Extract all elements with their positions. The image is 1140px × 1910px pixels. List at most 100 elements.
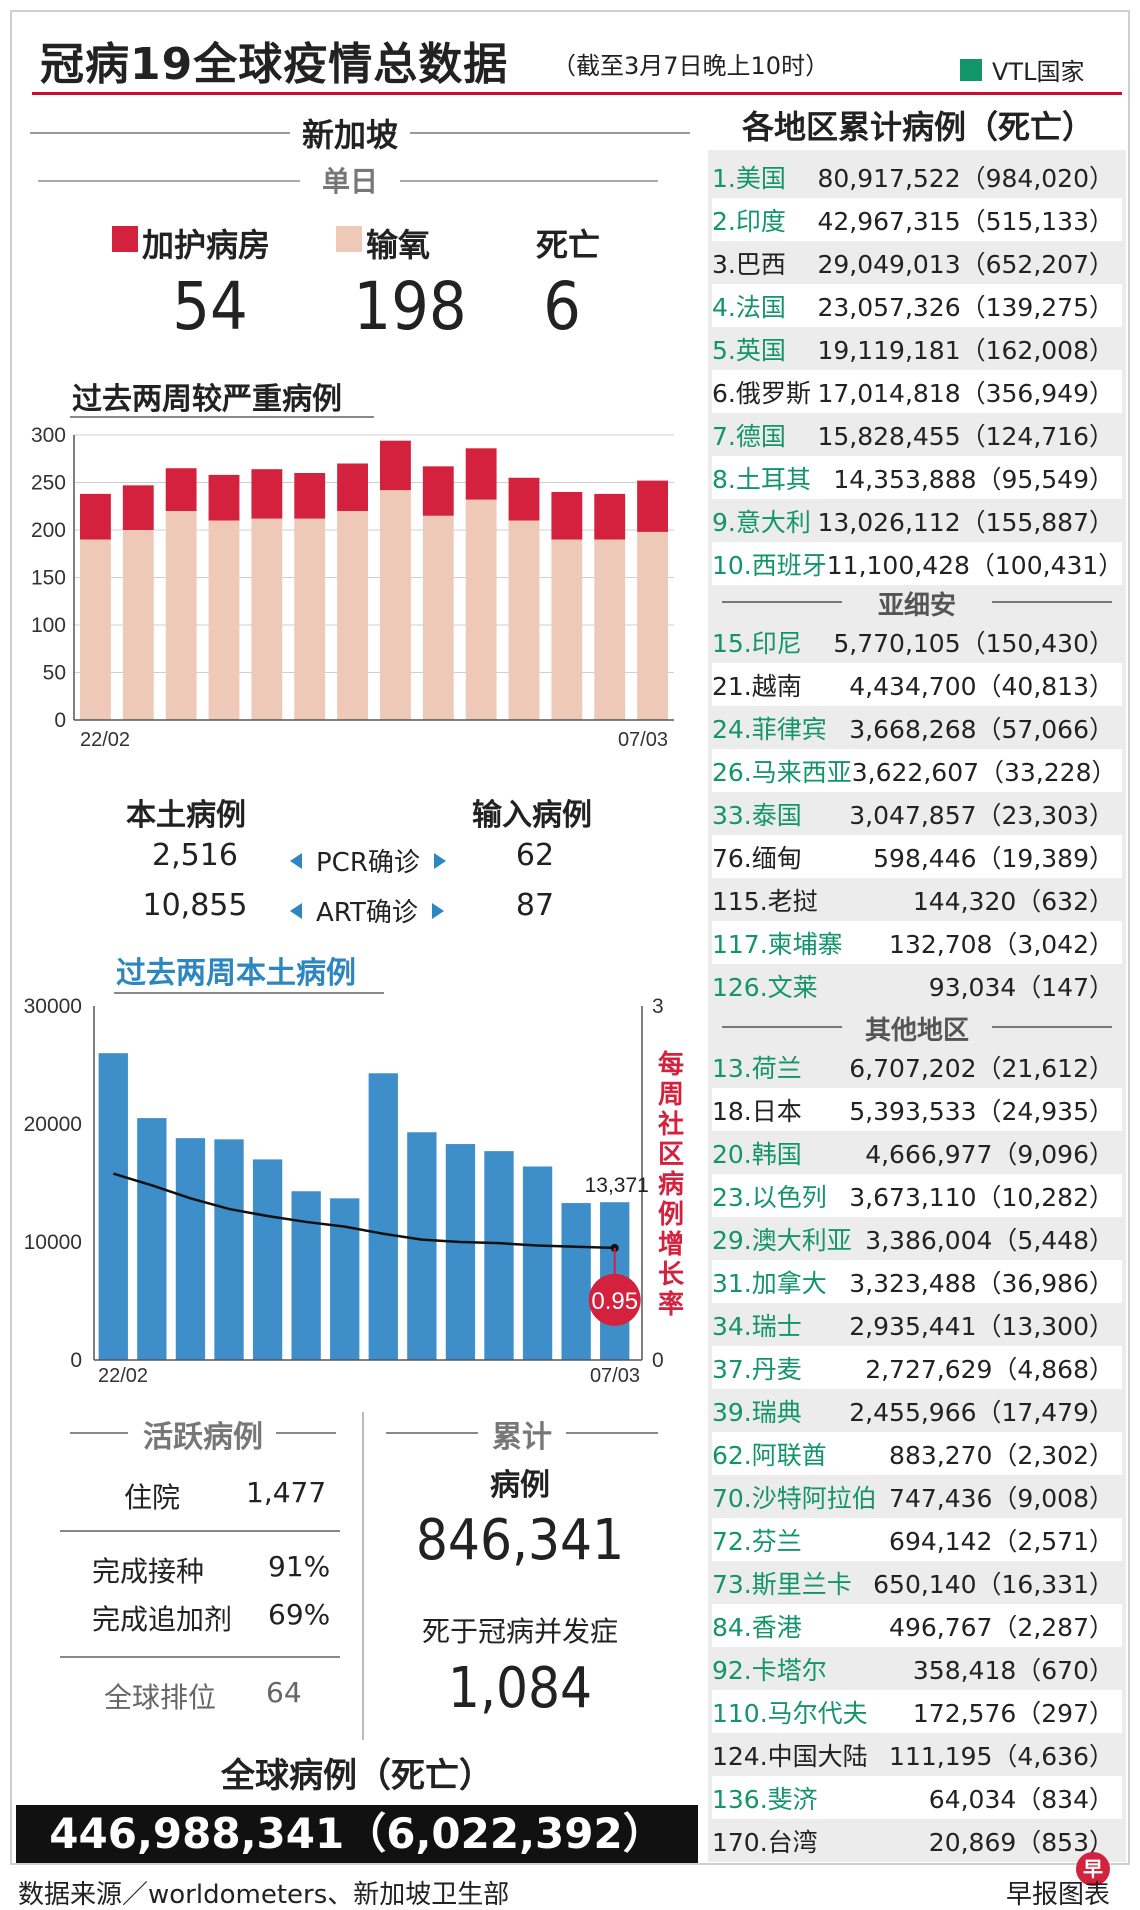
divider	[566, 1432, 658, 1434]
region-name: 20.韩国	[712, 1139, 802, 1169]
chart1-bar-oxygen	[337, 511, 368, 720]
region-row: 70.沙特阿拉伯 747,436（9,008）	[712, 1475, 1122, 1518]
region-name: 3.巴西	[712, 249, 786, 279]
region-name: 84.香港	[712, 1612, 802, 1642]
region-row: 115.老挝 144,320（632）	[712, 878, 1122, 921]
region-value: 3,323,488（36,986）	[849, 1268, 1114, 1298]
region-row: 8.土耳其 14,353,888（95,549）	[712, 456, 1122, 499]
region-name: 110.马尔代夫	[712, 1698, 868, 1728]
chart1-bar-icu	[508, 477, 540, 521]
region-row: 72.芬兰 694,142（2,571）	[712, 1518, 1122, 1561]
chart1-xtick: 07/03	[618, 729, 668, 751]
region-row: 18.日本 5,393,533（24,935）	[712, 1088, 1122, 1131]
region-value: 14,353,888（95,549）	[833, 464, 1114, 494]
region-name: 4.法国	[712, 292, 786, 322]
chart2-bar	[137, 1118, 167, 1360]
region-row: 92.卡塔尔 358,418（670）	[712, 1647, 1122, 1690]
chart1-title-underline	[70, 416, 374, 418]
chart2-last-value-label: 13,371	[585, 1174, 649, 1197]
art-row: ART确诊	[290, 892, 444, 929]
chart1-bar-oxygen	[80, 539, 111, 720]
local-label: 本土病例	[126, 798, 246, 833]
chart2-bar	[98, 1053, 128, 1360]
chart2-bar	[291, 1191, 321, 1360]
vtl-legend-swatch	[960, 58, 982, 81]
region-name: 115.老挝	[712, 886, 818, 916]
vtl-legend-label: VTL国家	[992, 58, 1085, 86]
region-row: 136.斐济 64,034（834）	[712, 1776, 1122, 1819]
region-row: 2.印度 42,967,315（515,133）	[712, 198, 1122, 241]
left-arrow-icon	[290, 902, 302, 919]
pcr-local-value: 2,516	[152, 838, 238, 873]
art-local-value: 10,855	[142, 888, 248, 923]
chart1-bar-oxygen	[551, 539, 583, 720]
region-value: 747,436（9,008）	[889, 1483, 1114, 1513]
chart1-bar-icu	[551, 492, 583, 540]
region-row: 73.斯里兰卡 650,140（16,331）	[712, 1561, 1122, 1604]
region-name: 24.菲律宾	[712, 714, 827, 744]
region-row: 126.文莱 93,034（147）	[712, 964, 1122, 1007]
chart2-rate-badge-label: 0.95	[591, 1288, 638, 1315]
chart2-bar	[330, 1198, 360, 1360]
region-row: 110.马尔代夫 172,576（297）	[712, 1690, 1122, 1733]
global-rank-value: 64	[266, 1676, 302, 1709]
region-name: 117.柬埔寨	[712, 929, 843, 959]
chart1-bar-oxygen	[208, 520, 240, 720]
divider	[60, 1656, 340, 1658]
region-name: 2.印度	[712, 206, 786, 236]
icu-value: 54	[172, 268, 248, 345]
region-value: 20,869（853）	[928, 1827, 1114, 1857]
art-import-value: 87	[515, 888, 555, 923]
chart1-bar-icu	[422, 466, 454, 516]
page-subtitle: （截至3月7日晚上10时）	[552, 52, 830, 80]
chart1-ytick: 0	[54, 709, 66, 732]
region-name: 9.意大利	[712, 507, 811, 537]
chart2-bar	[368, 1073, 398, 1360]
region-row: 33.泰国 3,047,857（23,303）	[712, 792, 1122, 835]
region-row: 31.加拿大 3,323,488（36,986）	[712, 1260, 1122, 1303]
region-value: 2,455,966（17,479）	[849, 1397, 1114, 1427]
chart1-bar-icu	[380, 440, 411, 491]
cumulative-cases-value: 846,341	[415, 1508, 625, 1573]
data-source: 数据来源／worldometers、新加坡卫生部	[18, 1880, 510, 1910]
region-name: 34.瑞士	[712, 1311, 802, 1341]
global-rank-label: 全球排位	[104, 1681, 217, 1714]
region-value: 6,707,202（21,612）	[849, 1053, 1114, 1083]
chart1-ytick: 150	[31, 567, 66, 590]
chart1-bar-icu	[294, 473, 326, 519]
region-row: 20.韩国 4,666,977（9,096）	[712, 1131, 1122, 1174]
page-title: 冠病19全球疫情总数据	[40, 39, 509, 90]
chart2-bar	[561, 1203, 591, 1360]
art-label: ART确诊	[316, 898, 418, 928]
chart1-bar-icu	[337, 463, 368, 511]
oxygen-swatch	[336, 226, 362, 252]
chart2-rate-badge	[588, 1273, 641, 1326]
region-value: 144,320（632）	[912, 886, 1114, 916]
region-value: 4,666,977（9,096）	[865, 1139, 1114, 1169]
active-title: 活跃病例	[143, 1420, 263, 1455]
chart1-bar-oxygen	[165, 511, 197, 720]
region-name: 29.澳大利亚	[712, 1225, 852, 1255]
region-row: 26.马来西亚 3,622,607（33,228）	[712, 749, 1122, 792]
chart1-bar-oxygen	[251, 518, 283, 720]
credit: 早报图表	[1006, 1880, 1111, 1910]
chart1-bar-icu	[208, 474, 240, 521]
region-value: 650,140（16,331）	[873, 1569, 1114, 1599]
region-value: 3,673,110（10,282）	[849, 1182, 1114, 1212]
chart2-ytick: 20000	[24, 1113, 82, 1136]
region-row: 84.香港 496,767（2,287）	[712, 1604, 1122, 1647]
region-value: 111,195（4,636）	[889, 1741, 1114, 1771]
region-row: 124.中国大陆 111,195（4,636）	[712, 1733, 1122, 1776]
zaobao-logo: 早	[1076, 1852, 1110, 1886]
divider	[276, 1432, 336, 1434]
chart1-ytick: 100	[31, 614, 66, 637]
vaccinated-value: 91%	[268, 1550, 331, 1583]
divider	[60, 1530, 340, 1532]
region-row: 21.越南 4,434,700（40,813）	[712, 663, 1122, 706]
divider	[70, 1432, 128, 1434]
region-name: 73.斯里兰卡	[712, 1569, 852, 1599]
region-name: 62.阿联酋	[712, 1440, 827, 1470]
region-value: 694,142（2,571）	[889, 1526, 1114, 1556]
region-row: 7.德国 15,828,455（124,716）	[712, 413, 1122, 456]
region-value: 172,576（297）	[912, 1698, 1114, 1728]
